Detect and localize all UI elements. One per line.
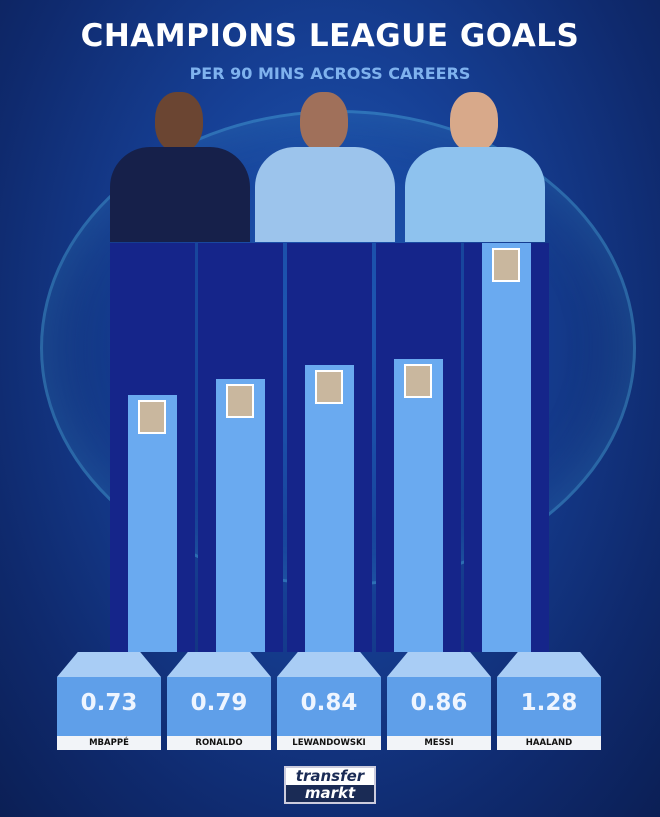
value-label-mbappe: 0.73 [57,677,161,740]
bar-base-top [387,652,491,677]
player-photo-messi [250,92,400,242]
bar-base-top [497,652,601,677]
player-thumbnail-mbappe [138,400,166,435]
player-thumbnail-ronaldo [226,383,254,418]
category-label-mbappe: MBAPPÉ [57,736,161,750]
category-label-messi: MESSI [387,736,491,750]
bar-base-top [277,652,381,677]
bar-mbappe [128,395,177,652]
category-label-lewandowski: LEWANDOWSKI [277,736,381,750]
logo-line1: transfer [295,767,365,785]
category-label-ronaldo: RONALDO [167,736,271,750]
transfermarkt-logo: transfer markt [284,766,376,804]
value-label-haaland: 1.28 [497,677,601,740]
value-label-ronaldo: 0.79 [167,677,271,740]
bar-lewandowski [305,364,354,652]
player-thumbnail-haaland [492,247,520,282]
bar-messi [394,359,443,652]
bar-ronaldo [216,378,265,652]
player-photos [105,92,555,242]
player-thumbnail-lewandowski [315,369,343,404]
bar-haaland [482,242,531,652]
logo-line2: markt [286,785,374,802]
value-label-messi: 0.86 [387,677,491,740]
chart-title: CHAMPIONS LEAGUE GOALS [80,18,580,54]
bar-base-top [167,652,271,677]
player-photo-mbappe [105,92,255,242]
player-photo-haaland [400,92,550,242]
bar-base-top [57,652,161,677]
player-thumbnail-messi [404,364,432,399]
value-label-lewandowski: 0.84 [277,677,381,740]
category-label-haaland: HAALAND [497,736,601,750]
chart-subtitle: PER 90 MINS ACROSS CAREERS [189,64,471,83]
